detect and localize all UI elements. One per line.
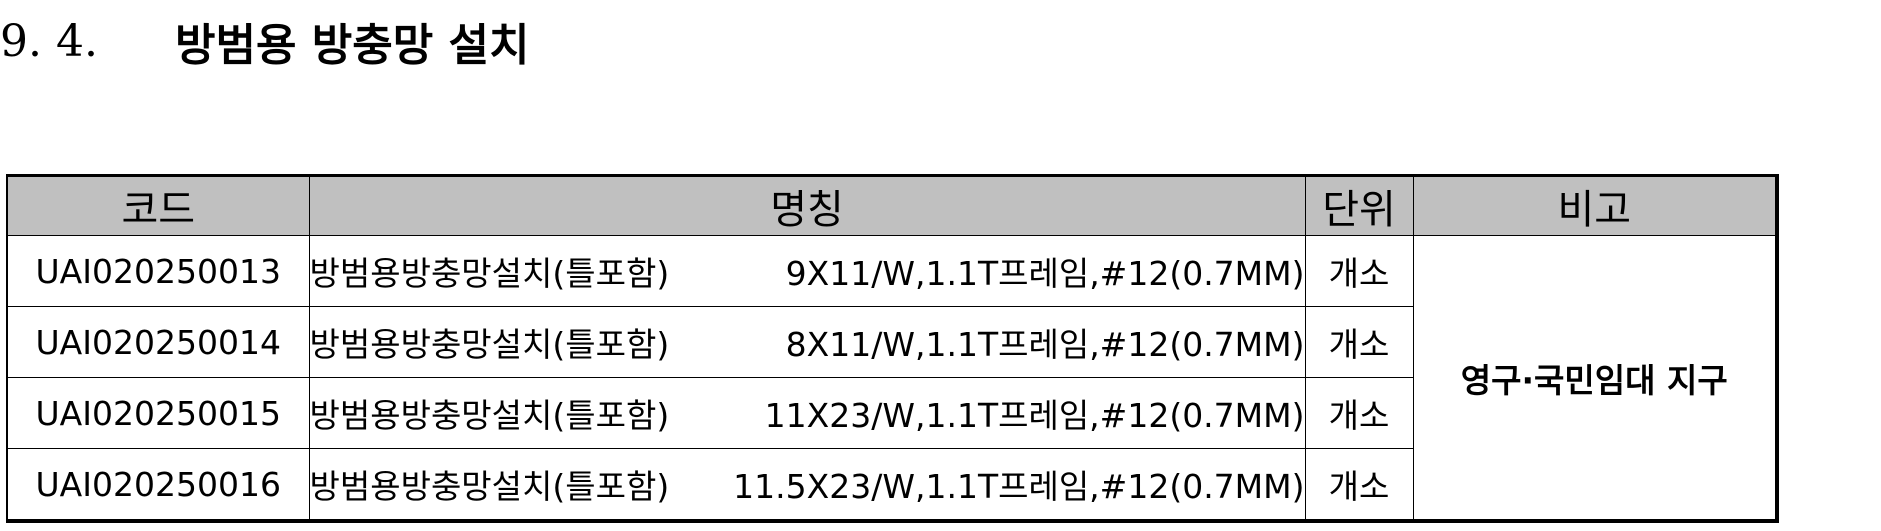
table-header-row: 코드 명칭 단위 비고 (6, 175, 1778, 236)
table-row: UAI020250013 방범용방충망설치(틀포함) 9X11/W,1.1T프레… (6, 235, 1778, 522)
row-unit: 개소 (1304, 235, 1414, 307)
header-note: 비고 (1412, 175, 1778, 236)
section-title: 방범용 방충망 설치 (175, 20, 530, 71)
row-code: UAI020250016 (6, 448, 310, 522)
row-name: 방범용방충망설치(틀포함) (309, 467, 670, 506)
header-name: 명칭 (308, 175, 1306, 236)
row-spec: 11X23/W,1.1T프레임,#12(0.7MM) (764, 396, 1305, 435)
table-row: UAI020250015 방범용방충망설치(틀포함) 11X23/W,1.1T프… (6, 377, 1777, 449)
row-spec: 11.5X23/W,1.1T프레임,#12(0.7MM) (733, 467, 1305, 506)
row-name-cell: 방범용방충망설치(틀포함) 9X11/W,1.1T프레임,#12(0.7MM) (308, 235, 1306, 307)
row-code: UAI020250013 (6, 235, 310, 307)
header-code: 코드 (6, 175, 310, 236)
row-name-cell: 방범용방충망설치(틀포함) 11X23/W,1.1T프레임,#12(0.7MM) (308, 377, 1306, 449)
row-unit: 개소 (1304, 377, 1414, 449)
table-row: UAI020250014 방범용방충망설치(틀포함) 8X11/W,1.1T프레… (6, 306, 1777, 378)
row-name: 방범용방충망설치(틀포함) (309, 396, 670, 435)
row-code: UAI020250014 (6, 306, 310, 378)
row-unit: 개소 (1304, 448, 1414, 522)
section-heading: 9. 4. 방범용 방충망 설치 (0, 10, 529, 72)
table-row: UAI020250016 방범용방충망설치(틀포함) 11.5X23/W,1.1… (6, 448, 1777, 522)
row-spec: 9X11/W,1.1T프레임,#12(0.7MM) (785, 254, 1305, 293)
header-unit: 단위 (1304, 175, 1414, 236)
row-code: UAI020250015 (6, 377, 310, 449)
row-spec: 8X11/W,1.1T프레임,#12(0.7MM) (785, 325, 1305, 364)
row-name-cell: 방범용방충망설치(틀포함) 8X11/W,1.1T프레임,#12(0.7MM) (308, 306, 1306, 378)
section-number: 9. 4. (0, 15, 98, 67)
row-note: 영구·국민임대 지구 (1412, 235, 1778, 522)
row-unit: 개소 (1304, 306, 1414, 378)
row-name: 방범용방충망설치(틀포함) (309, 325, 670, 364)
row-name: 방범용방충망설치(틀포함) (309, 254, 670, 293)
item-table: 코드 명칭 단위 비고 UAI020250013 방범용방충망설치(틀포함) 9… (6, 174, 1779, 523)
row-name-cell: 방범용방충망설치(틀포함) 11.5X23/W,1.1T프레임,#12(0.7M… (308, 448, 1306, 522)
